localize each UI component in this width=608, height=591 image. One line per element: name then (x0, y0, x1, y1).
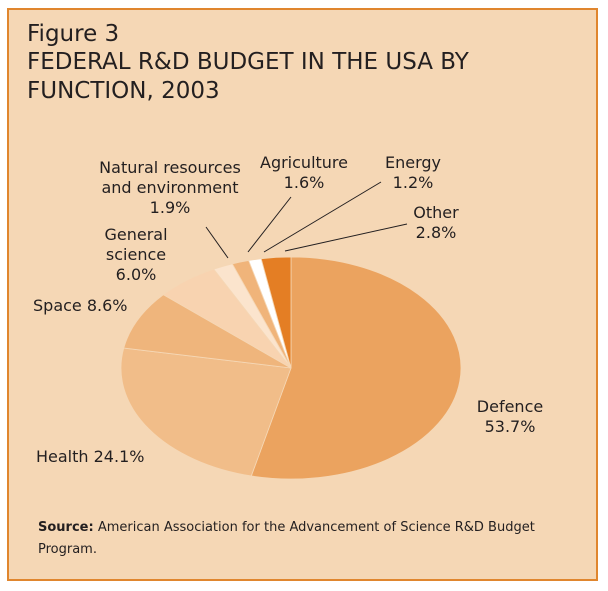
source-prefix: Source: (38, 520, 94, 535)
pie-slices (120, 256, 462, 480)
source-note: Source: American Association for the Adv… (38, 517, 558, 561)
label-energy: Energy 1.2% (384, 153, 441, 192)
source-text: American Association for the Advancement… (38, 520, 535, 557)
label-natural-resources: Natural resources and environment 1.9% (99, 158, 241, 217)
label-health: Health 24.1% (36, 447, 145, 466)
chart-title: FEDERAL R&D BUDGET IN THE USA BY FUNCTIO… (27, 49, 469, 104)
label-defence: Defence 53.7% (476, 397, 544, 436)
leader-other (284, 223, 408, 252)
label-agriculture: Agriculture 1.6% (260, 153, 348, 192)
slice-defence (250, 256, 462, 480)
slice-health (120, 347, 292, 477)
leader-agriculture (247, 196, 292, 253)
leader-lines (205, 181, 408, 259)
label-general-science: General science 6.0% (104, 225, 168, 284)
figure-label: Figure 3 (27, 21, 120, 47)
leader-natural-resources (205, 226, 229, 259)
label-space: Space 8.6% (33, 296, 128, 315)
slice-other (260, 256, 292, 369)
label-other: Other 2.8% (413, 203, 459, 242)
leader-energy (263, 181, 382, 253)
slice-space (123, 294, 292, 369)
